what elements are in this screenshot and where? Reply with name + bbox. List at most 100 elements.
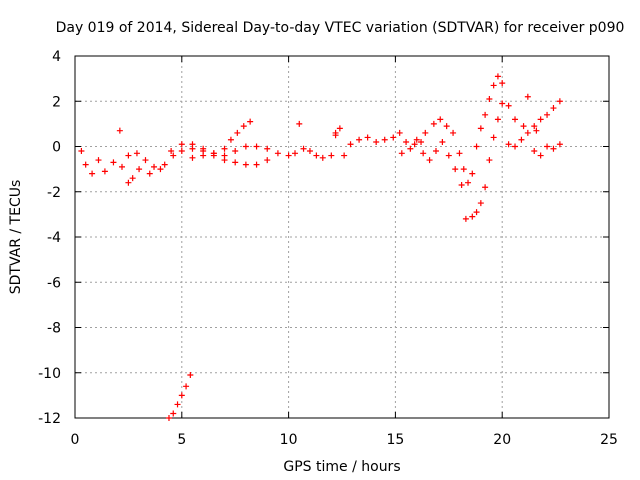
series-arc-i — [165, 372, 194, 421]
data-point — [174, 401, 181, 408]
data-point — [170, 410, 177, 417]
series-arc-g — [420, 100, 506, 222]
data-point — [486, 157, 493, 164]
data-point — [505, 141, 512, 148]
data-point — [285, 152, 292, 159]
data-point — [146, 170, 153, 177]
data-point — [89, 170, 96, 177]
data-point — [460, 166, 467, 173]
x-tick-label: 5 — [177, 432, 186, 448]
series-arc-a — [78, 145, 271, 177]
data-point — [477, 125, 484, 132]
data-point — [125, 152, 132, 159]
data-point — [232, 148, 239, 155]
chart-title: Day 019 of 2014, Sidereal Day-to-day VTE… — [56, 20, 625, 36]
data-point — [336, 125, 343, 132]
data-point — [110, 159, 117, 166]
x-tick-label: 10 — [280, 432, 298, 448]
data-point — [274, 150, 281, 157]
data-point — [332, 129, 339, 136]
data-point — [430, 120, 437, 127]
data-point — [533, 127, 540, 134]
data-point — [494, 116, 501, 123]
data-point — [347, 141, 354, 148]
data-point — [356, 136, 363, 143]
data-point — [437, 116, 444, 123]
data-point — [420, 150, 427, 157]
data-point — [499, 100, 506, 107]
data-point — [550, 105, 557, 112]
series-arc-f — [398, 73, 519, 186]
data-point — [296, 120, 303, 127]
x-tick-label: 15 — [386, 432, 404, 448]
data-point — [178, 141, 185, 148]
data-point — [221, 152, 228, 159]
grid — [75, 56, 609, 418]
data-point — [341, 152, 348, 159]
data-point — [490, 82, 497, 89]
data-point — [253, 143, 260, 150]
data-point — [210, 150, 217, 157]
data-point — [531, 123, 538, 130]
data-point — [537, 152, 544, 159]
data-point — [537, 116, 544, 123]
series-arc-h — [505, 93, 563, 159]
y-tick-label: -8 — [47, 321, 61, 337]
data-point — [407, 145, 414, 152]
y-tick-label: 2 — [52, 94, 61, 110]
data-point — [456, 150, 463, 157]
data-point — [422, 129, 429, 136]
data-point — [512, 116, 519, 123]
data-point — [170, 152, 177, 159]
data-point — [242, 161, 249, 168]
data-point — [520, 123, 527, 130]
data-point — [443, 123, 450, 130]
y-tick-label: -2 — [47, 185, 61, 201]
data-point — [200, 152, 207, 159]
data-point — [234, 129, 241, 136]
data-point — [253, 161, 260, 168]
data-point — [292, 150, 299, 157]
data-point — [458, 181, 465, 188]
data-point — [462, 215, 469, 222]
data-point — [95, 157, 102, 164]
x-axis-label: GPS time / hours — [283, 459, 400, 475]
data-point — [142, 157, 149, 164]
data-point — [129, 175, 136, 182]
data-point — [381, 136, 388, 143]
data-point — [432, 148, 439, 155]
data-point — [319, 154, 326, 161]
data-point — [426, 157, 433, 164]
data-point — [125, 179, 132, 186]
data-point — [490, 134, 497, 141]
data-point — [473, 209, 480, 216]
data-point — [450, 129, 457, 136]
series-arc-d — [292, 120, 339, 161]
data-point — [482, 111, 489, 118]
data-point — [512, 143, 519, 150]
data-point — [242, 143, 249, 150]
data-point — [116, 127, 123, 134]
data-point — [439, 138, 446, 145]
data-point — [486, 95, 493, 102]
data-point — [482, 184, 489, 191]
data-point — [221, 145, 228, 152]
y-tick-label: 0 — [52, 140, 61, 156]
data-point — [78, 148, 85, 155]
data-point — [161, 161, 168, 168]
data-point — [390, 134, 397, 141]
data-point — [200, 145, 207, 152]
data-point — [518, 136, 525, 143]
data-point — [469, 213, 476, 220]
data-point — [445, 152, 452, 159]
x-tick-label: 20 — [493, 432, 511, 448]
data-point — [240, 123, 247, 130]
data-point — [473, 143, 480, 150]
data-point — [101, 168, 108, 175]
data-point — [396, 129, 403, 136]
data-point — [189, 154, 196, 161]
data-point — [118, 163, 125, 170]
data-point — [178, 148, 185, 155]
